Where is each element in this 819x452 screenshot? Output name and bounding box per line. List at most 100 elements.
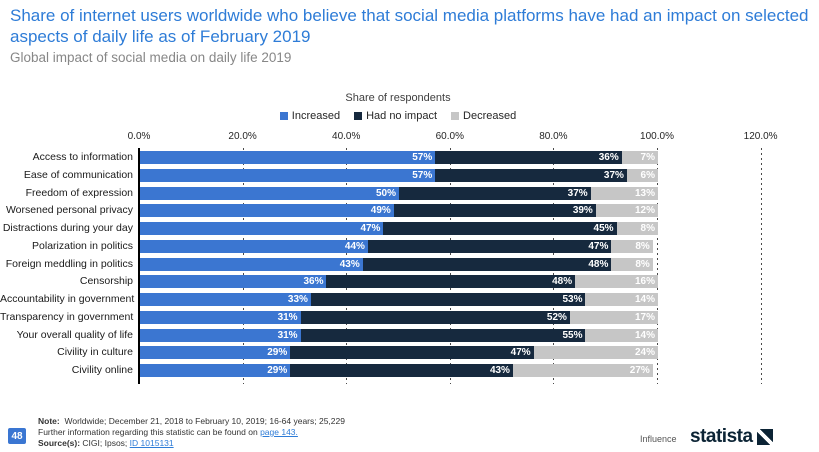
bar-row: 50% 37% 13% xyxy=(140,186,658,200)
x-tick-label: 20.0% xyxy=(228,131,257,142)
bar-value-label: 31% xyxy=(277,311,298,323)
bar-value-label: 45% xyxy=(593,223,614,234)
statistic-id-link[interactable]: ID 1015131 xyxy=(129,438,174,448)
bar-segment-increased: 57% xyxy=(140,168,436,182)
bar-value-label: 48% xyxy=(588,258,609,270)
bar-value-label: 29% xyxy=(267,347,288,359)
x-tick-label: 100.0% xyxy=(640,131,674,142)
bar-value-label: 16% xyxy=(634,276,655,288)
bar-segment-increased: 57% xyxy=(140,151,436,164)
bar-segment-increased: 33% xyxy=(140,293,311,306)
bar-segment-decreased: 12% xyxy=(595,204,658,218)
bar-row: 47% 45% 8% xyxy=(140,222,658,235)
bar-segment-decreased: 27% xyxy=(512,364,653,377)
statista-brand: statista xyxy=(690,426,773,448)
bar-segment-had-no-impact: 48% xyxy=(362,257,612,271)
bar-value-label: 33% xyxy=(287,294,308,305)
bar-segment-increased: 49% xyxy=(140,204,394,218)
statista-wordmark: statista xyxy=(690,426,753,447)
bar-value-label: 8% xyxy=(640,223,655,234)
category-label: Ease of communication xyxy=(23,168,133,181)
bar-value-label: 24% xyxy=(634,347,655,359)
bar-segment-had-no-impact: 37% xyxy=(435,168,627,182)
bar-value-label: 55% xyxy=(562,329,583,341)
further-line: Further information regarding this stati… xyxy=(38,427,345,438)
bar-segment-increased: 29% xyxy=(140,346,291,360)
bar-segment-had-no-impact: 47% xyxy=(290,346,534,360)
bar-segment-increased: 50% xyxy=(140,186,399,200)
source-label: Source(s): xyxy=(38,438,81,448)
category-label: Censorship xyxy=(79,275,133,288)
bar-value-label: 37% xyxy=(603,169,624,181)
y-axis-line xyxy=(138,148,140,384)
bar-row: 29% 43% 27% xyxy=(140,364,653,377)
bar-value-label: 8% xyxy=(635,258,650,270)
page-title: Share of internet users worldwide who be… xyxy=(10,6,809,46)
bar-value-label: 14% xyxy=(634,294,655,305)
x-tick-label: 80.0% xyxy=(539,131,568,142)
legend-item-increased: Increased xyxy=(279,110,341,122)
bar-value-label: 43% xyxy=(339,258,360,270)
bar-segment-had-no-impact: 52% xyxy=(300,310,570,324)
category-label: Worsened personal privacy xyxy=(5,204,133,217)
category-label: Civility in culture xyxy=(57,346,133,359)
source-line: Source(s): CIGI; Ipsos; ID 1015131 xyxy=(38,438,345,449)
bar-segment-had-no-impact: 47% xyxy=(367,239,612,253)
bar-value-label: 50% xyxy=(375,187,396,199)
page-link[interactable]: page 143. xyxy=(260,427,298,437)
bar-value-label: 49% xyxy=(370,205,391,217)
bar-row: 57% 36% 7% xyxy=(140,151,658,164)
bar-value-label: 57% xyxy=(412,152,433,163)
bar-segment-increased: 44% xyxy=(140,239,368,253)
legend-item-decreased: Decreased xyxy=(451,110,516,122)
bar-row: 31% 52% 17% xyxy=(140,310,658,324)
bar-segment-decreased: 8% xyxy=(611,239,653,253)
category-label: Foreign meddling in politics xyxy=(5,257,133,270)
bar-row: 44% 47% 8% xyxy=(140,239,653,253)
bar-value-label: 57% xyxy=(412,169,433,181)
bar-segment-decreased: 14% xyxy=(585,293,658,306)
bar-segment-decreased: 13% xyxy=(590,186,658,200)
bar-value-label: 47% xyxy=(360,223,381,234)
category-label: Accountability in government xyxy=(0,293,135,305)
bar-segment-decreased: 14% xyxy=(585,328,658,342)
bar-value-label: 48% xyxy=(552,276,573,288)
bar-value-label: 13% xyxy=(634,187,655,199)
bar-row: 57% 37% 6% xyxy=(140,168,658,182)
legend-label: Increased xyxy=(291,110,341,122)
statista-logo-icon xyxy=(756,429,773,445)
bar-segment-had-no-impact: 45% xyxy=(383,222,617,235)
bar-value-label: 29% xyxy=(267,365,288,376)
bar-value-label: 36% xyxy=(598,152,619,163)
bar-value-label: 14% xyxy=(634,329,655,341)
footer-note: Note: Worldwide; December 21, 2018 to Fe… xyxy=(38,416,345,449)
bar-value-label: 6% xyxy=(640,169,655,181)
bar-segment-decreased: 24% xyxy=(533,346,658,360)
bar-segment-had-no-impact: 53% xyxy=(310,293,586,306)
bar-row: 49% 39% 12% xyxy=(140,204,658,218)
note-line: Note: Worldwide; December 21, 2018 to Fe… xyxy=(38,416,345,427)
bar-row: 43% 48% 8% xyxy=(140,257,653,271)
bar-segment-decreased: 8% xyxy=(616,222,658,235)
bar-segment-decreased: 7% xyxy=(621,151,658,164)
legend-item-had-no-impact: Had no impact xyxy=(354,110,437,122)
bar-segment-had-no-impact: 36% xyxy=(435,151,622,164)
bar-row: 36% 48% 16% xyxy=(140,275,658,289)
legend-swatch-icon xyxy=(451,112,460,120)
category-label: Freedom of expression xyxy=(25,186,133,199)
bar-value-label: 12% xyxy=(634,205,655,217)
bar-segment-had-no-impact: 43% xyxy=(290,364,513,377)
x-tick-label: 40.0% xyxy=(332,131,361,142)
bar-value-label: 39% xyxy=(572,205,593,217)
bar-segment-increased: 31% xyxy=(140,328,301,342)
category-label: Transparency in government xyxy=(0,310,134,323)
legend-swatch-icon xyxy=(354,112,363,120)
bar-segment-had-no-impact: 55% xyxy=(300,328,586,342)
chart-legend: Increased Had no impact Decreased xyxy=(139,110,657,122)
category-label: Access to information xyxy=(32,151,133,163)
category-label: Polarization in politics xyxy=(32,239,133,252)
legend-label: Decreased xyxy=(463,110,517,122)
bar-value-label: 37% xyxy=(567,187,588,199)
influence-label: Influence xyxy=(640,434,677,444)
legend-swatch-icon xyxy=(279,112,288,120)
